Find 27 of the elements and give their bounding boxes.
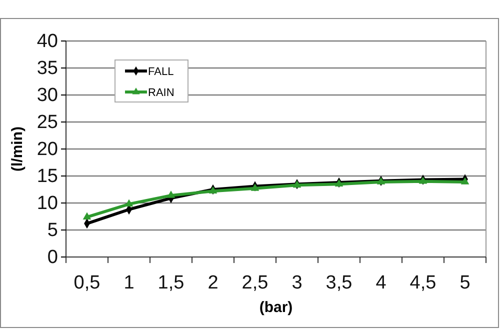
point xyxy=(166,190,176,198)
y-tick-label: 35 xyxy=(36,58,58,80)
point xyxy=(82,212,92,220)
x-axis-title: (bar) xyxy=(259,299,293,316)
x-tick-label: 1,5 xyxy=(158,272,184,294)
legend-label: FALL xyxy=(148,66,174,78)
legend-label: RAIN xyxy=(148,87,174,99)
x-tick-label: 4 xyxy=(376,272,387,294)
x-tick-label: 2 xyxy=(208,272,218,294)
point xyxy=(250,184,260,191)
x-tick-label: 3,5 xyxy=(326,272,352,294)
y-tick-label: 0 xyxy=(47,247,58,268)
x-tick-label: 2,5 xyxy=(242,272,268,294)
y-tick-label: 40 xyxy=(36,31,58,52)
y-tick-label: 5 xyxy=(47,220,58,242)
x-tick-label: 5 xyxy=(460,272,470,294)
x-tick-label: 4,5 xyxy=(410,272,436,294)
x-tick-label: 0,5 xyxy=(74,272,100,294)
y-axis-title: (l/min) xyxy=(9,126,26,172)
x-tick-label: 1 xyxy=(124,272,134,294)
y-tick-label: 20 xyxy=(36,139,58,160)
y-tick-label: 25 xyxy=(36,112,58,134)
y-tick-label: 10 xyxy=(36,193,58,214)
point xyxy=(460,177,470,184)
y-tick-label: 15 xyxy=(36,166,58,188)
y-tick-label: 30 xyxy=(36,85,58,106)
x-tick-label: 3 xyxy=(292,272,302,294)
